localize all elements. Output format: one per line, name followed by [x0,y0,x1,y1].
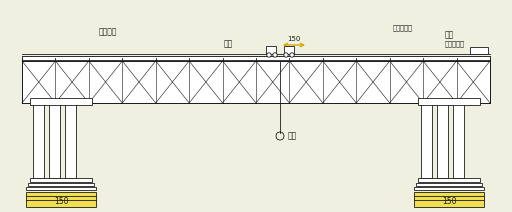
Bar [26,192,96,207]
Bar [30,98,92,105]
Text: 天车: 天车 [445,31,454,39]
Text: 吸钩: 吸钩 [288,131,297,141]
Bar [414,192,484,207]
Bar [470,47,488,54]
Text: 反向小橄机: 反向小橄机 [393,25,413,31]
Bar [421,103,432,178]
Circle shape [284,53,288,57]
Text: 150: 150 [54,197,68,205]
Circle shape [267,53,271,57]
Bar [33,103,44,178]
Text: 150: 150 [442,197,456,205]
Bar [416,183,482,186]
Bar [30,178,92,182]
Text: 正向小橄机: 正向小橄机 [445,41,465,47]
Bar [49,103,60,178]
Text: 捨桥跨车: 捨桥跨车 [99,28,117,36]
Bar [28,183,94,186]
Bar [437,103,448,178]
Bar [284,46,294,54]
Text: 天车: 天车 [223,39,232,49]
Text: 150: 150 [287,36,301,42]
Bar [266,46,276,54]
Bar [453,103,464,178]
Bar [22,56,490,60]
Bar [414,187,484,190]
Bar [418,178,480,182]
Bar [22,61,490,103]
Circle shape [273,53,277,57]
Bar [26,187,96,190]
Circle shape [290,53,294,57]
Bar [65,103,76,178]
Bar [418,98,480,105]
